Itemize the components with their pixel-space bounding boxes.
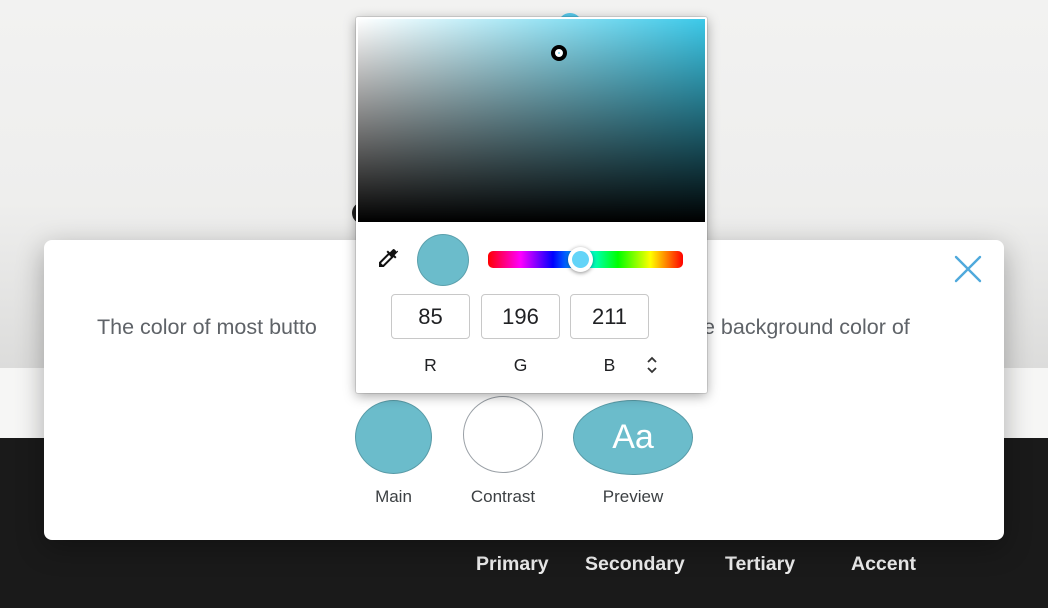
blue-value-input[interactable] <box>570 294 649 339</box>
main-swatch-label: Main <box>375 487 412 506</box>
preview-swatch: Aa <box>573 400 693 475</box>
red-input-label: R <box>424 355 437 375</box>
nav-tab-secondary[interactable]: Secondary <box>585 553 685 575</box>
eyedropper-icon <box>376 246 402 270</box>
color-format-toggle-button[interactable] <box>644 353 662 377</box>
hue-slider-thumb[interactable] <box>568 247 593 272</box>
green-value-input[interactable] <box>481 294 560 339</box>
eyedropper-button[interactable] <box>374 243 404 273</box>
green-input-label: G <box>513 355 528 375</box>
nav-tab-tertiary[interactable]: Tertiary <box>725 553 796 575</box>
preview-swatch-label: Preview <box>602 487 664 506</box>
close-icon <box>953 254 983 284</box>
preview-text: Aa <box>612 418 654 456</box>
blue-input-label: B <box>603 355 616 375</box>
dialog-description-right: e background color of <box>703 315 910 339</box>
color-picker-popup: R G B <box>356 17 707 393</box>
hue-thumb-fill <box>572 251 589 268</box>
close-button[interactable] <box>949 250 987 288</box>
nav-tab-accent[interactable]: Accent <box>851 553 917 575</box>
format-toggle-icon <box>644 354 662 376</box>
nav-tab-primary[interactable]: Primary <box>476 553 549 575</box>
current-color-swatch <box>417 234 469 286</box>
contrast-swatch-label: Contrast <box>470 487 536 506</box>
saturation-brightness-area[interactable] <box>358 19 705 222</box>
saturation-handle[interactable] <box>551 45 567 61</box>
main-color-swatch[interactable] <box>355 400 432 474</box>
dialog-description-left: The color of most butto <box>97 315 317 339</box>
contrast-color-swatch[interactable] <box>463 396 543 473</box>
red-value-input[interactable] <box>391 294 470 339</box>
